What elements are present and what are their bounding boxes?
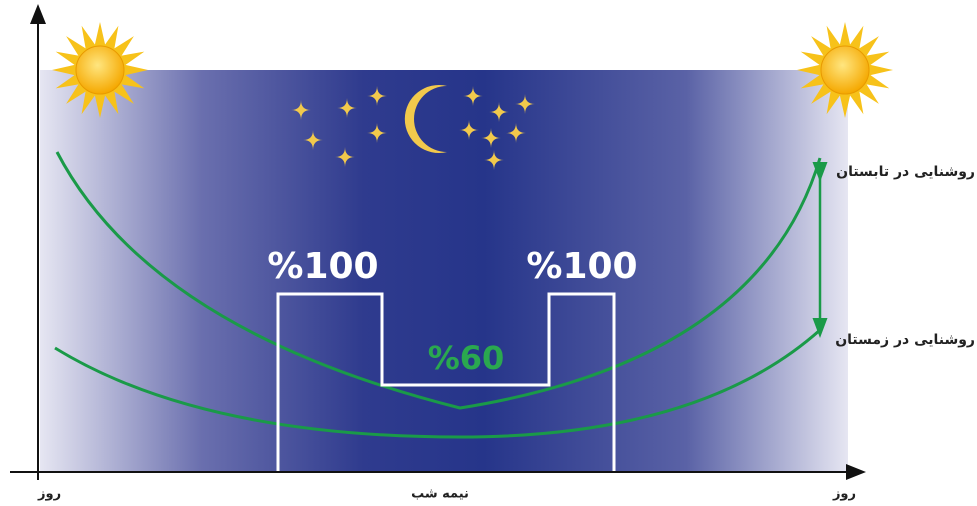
- star: [484, 150, 504, 170]
- star: [367, 86, 387, 106]
- sun: [75, 45, 125, 95]
- night-band: [40, 70, 848, 472]
- star: [481, 128, 501, 148]
- star: [303, 130, 323, 150]
- x-label: روز: [37, 487, 61, 502]
- x-label: روز: [832, 487, 856, 502]
- level-label: %100: [267, 246, 378, 287]
- star: [506, 123, 526, 143]
- star: [335, 147, 355, 167]
- star: [515, 94, 535, 114]
- sun: [820, 45, 870, 95]
- winter-curve: [54, 328, 821, 439]
- star: [291, 100, 311, 120]
- level-label: %100: [526, 246, 637, 287]
- level-label: %60: [428, 339, 505, 377]
- star: [337, 98, 357, 118]
- moon: [404, 84, 447, 153]
- x-label: نیمه شب: [411, 487, 469, 502]
- curve-label: روشنایی در تابستان: [836, 164, 975, 180]
- summer-curve: [55, 151, 822, 410]
- star: [367, 123, 387, 143]
- star: [489, 102, 509, 122]
- dimming-profile: [276, 292, 616, 472]
- star: [463, 86, 483, 106]
- star: [459, 120, 479, 140]
- curve-label: روشنایی در زمستان: [835, 332, 975, 348]
- decorations: [52, 22, 893, 170]
